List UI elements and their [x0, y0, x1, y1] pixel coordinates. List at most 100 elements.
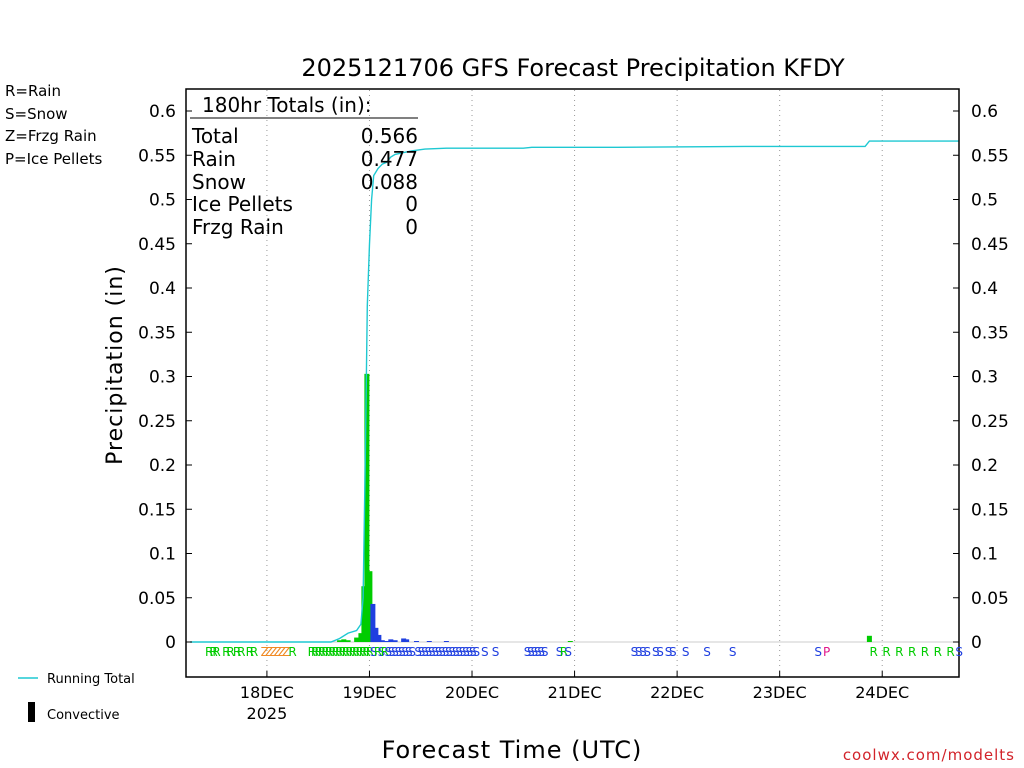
chart-title: 2025121706 GFS Forecast Precipitation KF…	[301, 54, 845, 82]
ptype-marker-29: R	[352, 645, 360, 659]
rain-bar-5	[361, 586, 367, 642]
rain-bar-4	[358, 633, 364, 642]
ptype-marker-32: R	[362, 645, 370, 659]
x-tick-label-0: 18DEC	[240, 683, 294, 702]
ptype-marker-5: R	[233, 645, 241, 659]
ptype-marker-78: S	[643, 645, 651, 659]
ptype-marker-73: R	[560, 645, 568, 659]
ptype-marker-84: S	[703, 645, 711, 659]
ptype-marker-81: S	[665, 645, 673, 659]
snow-bar-3	[379, 640, 385, 642]
ptype-marker-56: S	[449, 645, 457, 659]
ptype-marker-45: S	[408, 645, 416, 659]
ptype-marker-54: S	[442, 645, 450, 659]
ptype-marker-62: S	[469, 645, 477, 659]
ptype-marker-69: S	[534, 645, 542, 659]
legend-running-total: Running Total	[47, 672, 135, 687]
totals-value-rain: 0.477	[361, 147, 418, 171]
ptype-marker-75: S	[631, 645, 639, 659]
ptype-marker-11: Z	[269, 645, 277, 659]
ptype-marker-94: R	[946, 645, 954, 659]
ptype-marker-18: R	[314, 645, 322, 659]
ptype-marker-77: S	[639, 645, 647, 659]
ptype-marker-90: R	[895, 645, 903, 659]
snow-bar-8	[404, 639, 410, 642]
day-grid	[187, 90, 958, 676]
ptype-marker-88: R	[870, 645, 878, 659]
ptype-marker-85: S	[729, 645, 737, 659]
ptype-marker-38: S	[384, 645, 392, 659]
legend-ice-pellets: P=Ice Pellets	[5, 150, 102, 168]
totals-value-ice-pellets: 0	[405, 192, 418, 216]
x-axis-label: Forecast Time (UTC)	[382, 736, 643, 764]
ptype-marker-19: R	[318, 645, 326, 659]
ptype-marker-1: R	[209, 645, 217, 659]
ptype-marker-17: R	[311, 645, 319, 659]
plot-frame	[185, 88, 960, 678]
ptype-marker-33: R	[366, 645, 374, 659]
snow-bar-6	[392, 640, 398, 642]
ptype-marker-14: Z	[282, 645, 290, 659]
ptype-marker-42: S	[398, 645, 406, 659]
rain-bar-10	[866, 635, 872, 642]
ptype-marker-44: S	[405, 645, 413, 659]
snow-bar-2	[376, 634, 382, 642]
ptype-marker-79: S	[652, 645, 660, 659]
totals-label-rain: Rain	[192, 147, 236, 171]
ptype-marker-25: R	[338, 645, 346, 659]
y-tick-label-left-8: 0.4	[149, 279, 176, 299]
rain-bar-7	[367, 571, 373, 642]
ptype-marker-43: S	[402, 645, 410, 659]
ptype-marker-6: R	[237, 645, 245, 659]
y-tick-label-right-12: 0.6	[971, 102, 998, 122]
y-tick-label-left-2: 0.1	[149, 545, 176, 565]
y-tick-label-right-8: 0.4	[971, 279, 998, 299]
snow-bar-9	[413, 641, 419, 642]
ptype-marker-63: S	[472, 645, 480, 659]
ptype-marker-76: S	[635, 645, 643, 659]
snow-bar-4	[384, 641, 390, 642]
ptype-marker-82: S	[669, 645, 677, 659]
y-tick-label-right-5: 0.25	[971, 412, 1009, 432]
rain-bar-9	[567, 641, 573, 642]
ptype-marker-8: R	[250, 645, 258, 659]
ptype-marker-34: S	[370, 645, 378, 659]
rain-bar-2	[345, 640, 351, 642]
y-tick-label-left-5: 0.25	[138, 412, 176, 432]
ptype-marker-16: R	[308, 645, 316, 659]
ptype-marker-30: R	[355, 645, 363, 659]
y-tick-label-right-10: 0.5	[971, 191, 998, 211]
y-tick-label-right-11: 0.55	[971, 146, 1009, 166]
ptype-marker-35: R	[374, 645, 382, 659]
ptype-marker-86: S	[814, 645, 822, 659]
ptype-marker-41: S	[395, 645, 403, 659]
ptype-marker-3: R	[222, 645, 230, 659]
ptype-marker-21: R	[325, 645, 333, 659]
y-tick-label-right-3: 0.15	[971, 500, 1009, 520]
ptype-marker-60: S	[462, 645, 470, 659]
totals-box: 180hr Totals (in): Total 0.566 Rain 0.47…	[190, 93, 418, 239]
ptype-marker-48: S	[421, 645, 429, 659]
x-axis-ticks: 18DEC 2025 19DEC 20DEC 21DEC 22DEC 23DEC 24DEC	[240, 671, 909, 723]
ptype-marker-36: S	[378, 645, 386, 659]
ptype-marker-28: R	[349, 645, 357, 659]
ptype-marker-52: S	[435, 645, 443, 659]
ptype-marker-64: S	[481, 645, 489, 659]
y-tick-label-right-1: 0.05	[971, 589, 1009, 609]
ptype-marker-40: S	[391, 645, 399, 659]
rain-bar-1	[341, 639, 347, 642]
totals-value-snow: 0.088	[361, 170, 418, 194]
y-tick-label-left-3: 0.15	[138, 500, 176, 520]
y-tick-label-left-9: 0.45	[138, 235, 176, 255]
ptype-marker-20: R	[321, 645, 329, 659]
ptype-marker-89: R	[882, 645, 890, 659]
ptype-legend: R=Rain S=Snow Z=Frzg Rain P=Ice Pellets	[5, 82, 102, 168]
ptype-marker-74: S	[564, 645, 572, 659]
totals-header: 180hr Totals (in):	[202, 93, 372, 117]
ptype-marker-61: S	[466, 645, 474, 659]
y-tick-label-right-9: 0.45	[971, 235, 1009, 255]
ptype-marker-80: S	[656, 645, 664, 659]
y-tick-label-right-2: 0.1	[971, 545, 998, 565]
ptype-marker-7: R	[246, 645, 254, 659]
ptype-marker-59: S	[459, 645, 467, 659]
